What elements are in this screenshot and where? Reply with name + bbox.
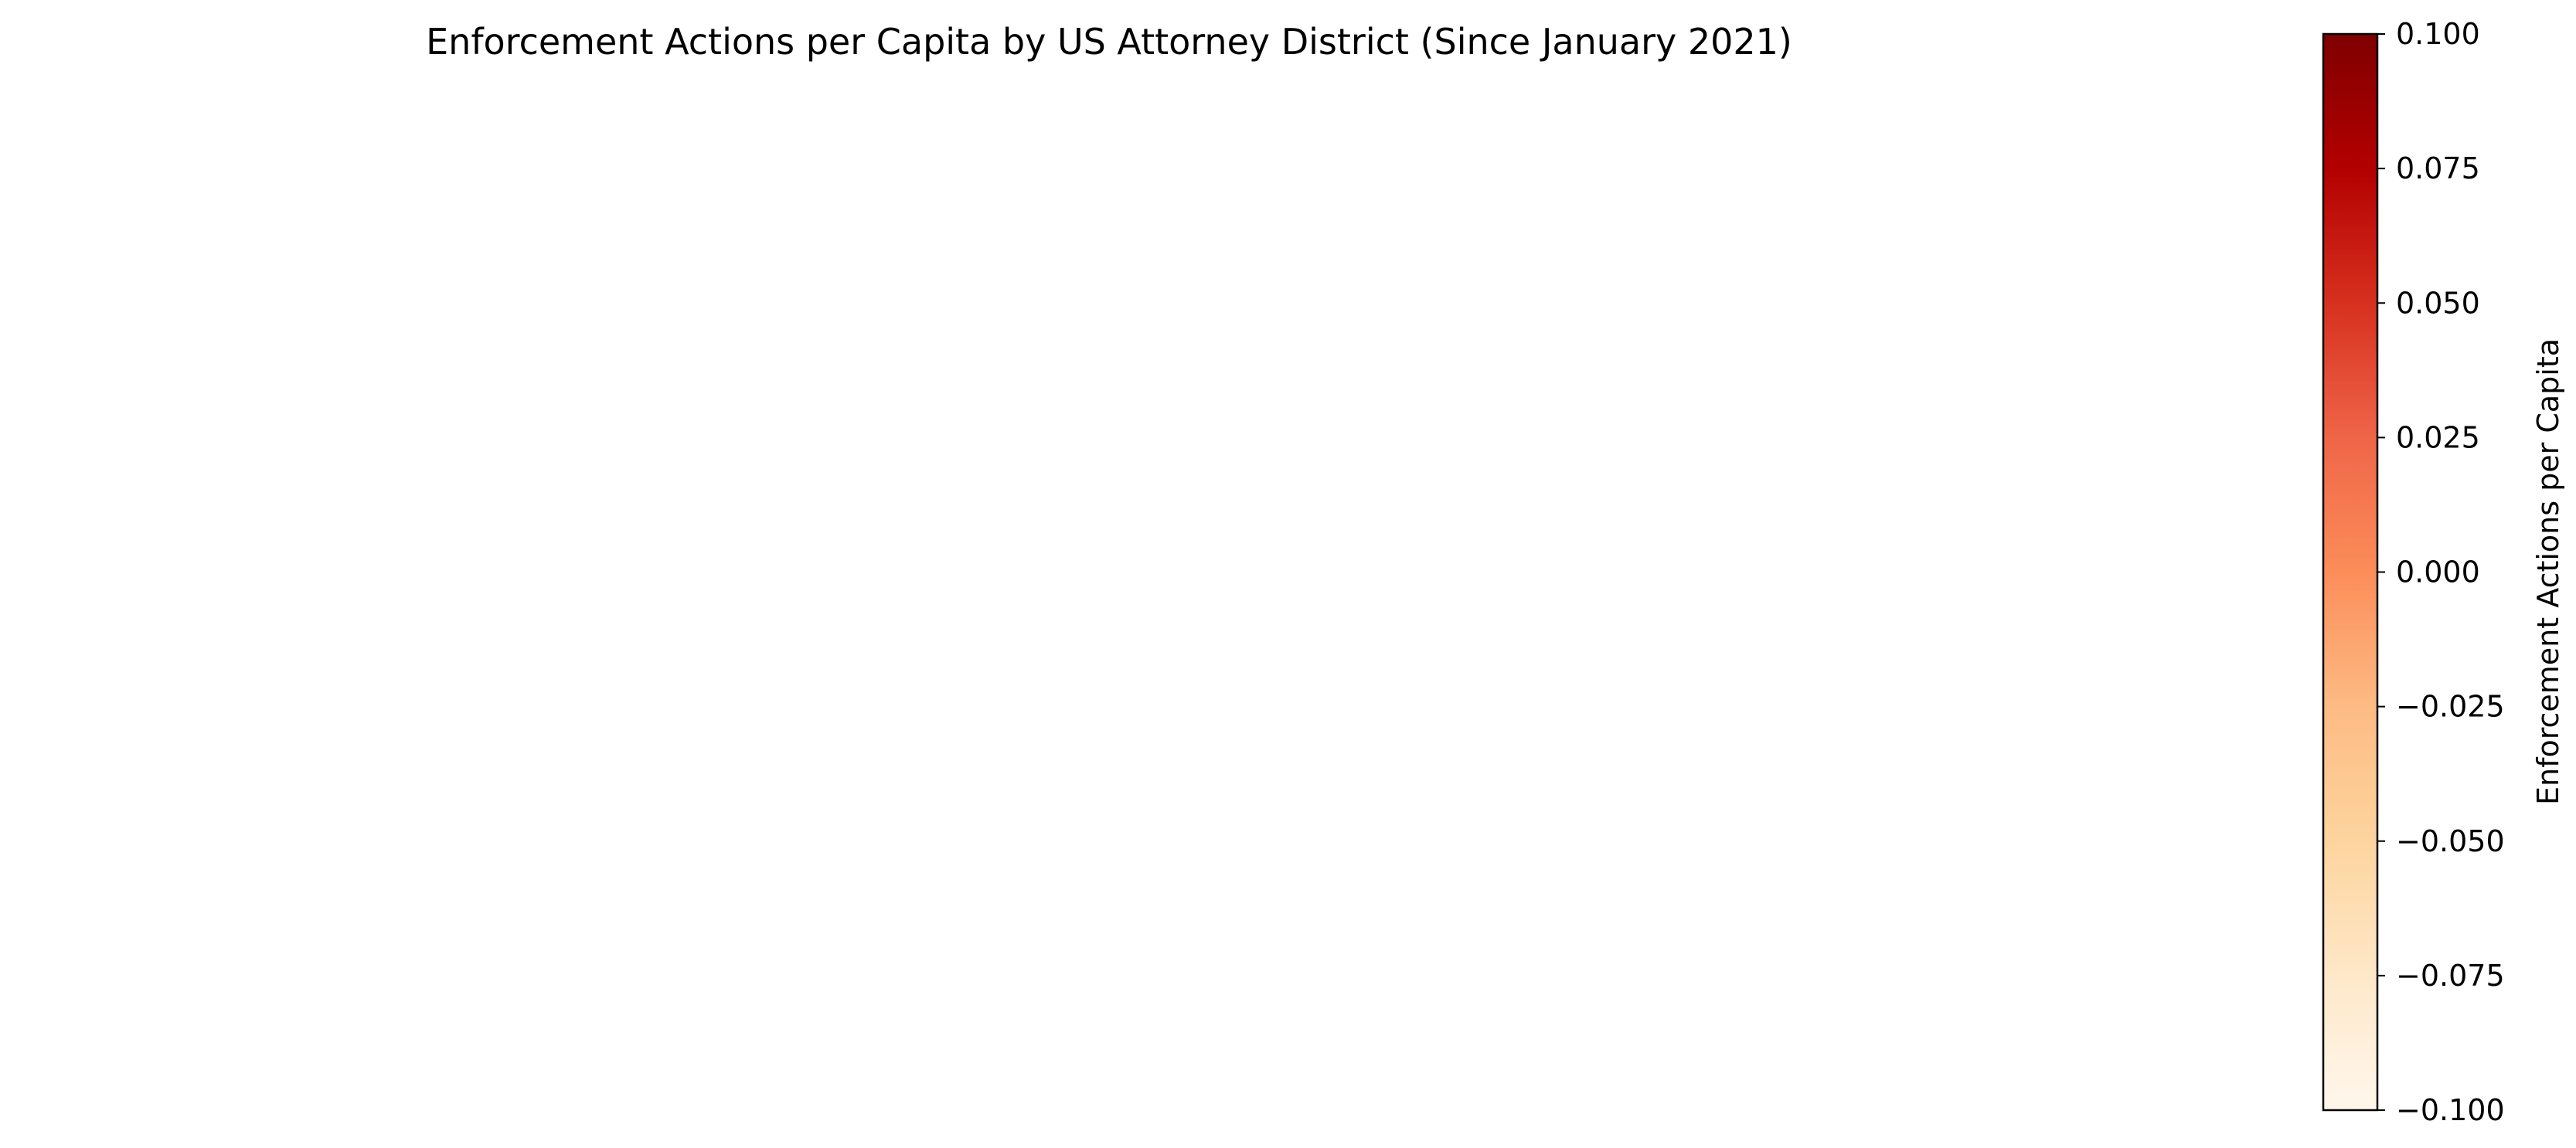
colorbar-tick-label: −0.025 <box>2396 690 2505 724</box>
colorbar-tick-label: −0.050 <box>2396 824 2505 858</box>
colorbar-frame <box>2322 32 2379 1112</box>
colorbar-tick-label: 0.025 <box>2396 420 2480 454</box>
colorbar-tick-label: 0.075 <box>2396 151 2480 185</box>
colorbar-label: Enforcement Actions per Capita <box>2531 338 2565 805</box>
colorbar-ticks: 0.100 0.075 0.050 0.025 0.000 −0.025 −0.050 −0.… <box>2377 17 2505 1127</box>
colorbar-gradient <box>2323 34 2377 1110</box>
colorbar-tick-label: 0.000 <box>2396 555 2480 589</box>
chart-title: Enforcement Actions per Capita by US Att… <box>426 21 1792 63</box>
colorbar-tick-label: −0.075 <box>2396 959 2505 993</box>
colorbar-tick-label: −0.100 <box>2396 1093 2505 1127</box>
colorbar-tick-label: 0.100 <box>2396 17 2480 51</box>
colorbar-tick-label: 0.050 <box>2396 286 2480 320</box>
map-plot-area <box>0 77 2195 1112</box>
